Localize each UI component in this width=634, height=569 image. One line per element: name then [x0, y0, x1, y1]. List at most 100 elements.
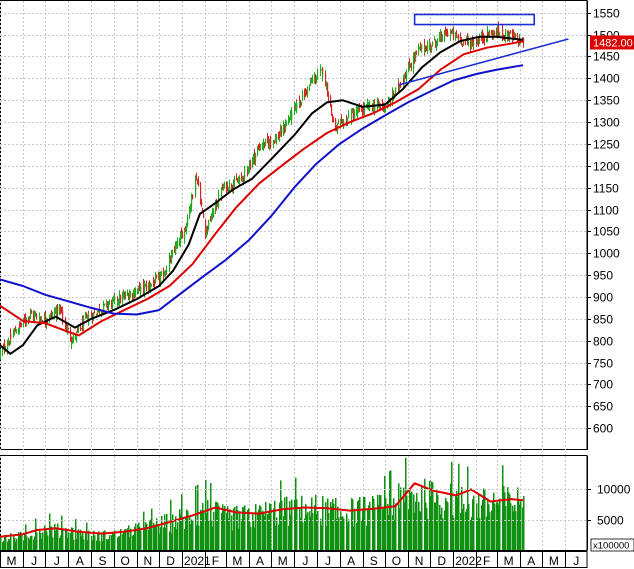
volume-bar [461, 489, 463, 550]
volume-bar [374, 526, 376, 550]
x-axis-month-label: 2022 [455, 554, 482, 568]
candle-body [279, 136, 281, 141]
candle-body [414, 55, 416, 59]
candle-body [283, 124, 285, 135]
candle-body [331, 111, 333, 115]
volume-bar [418, 501, 420, 550]
candle-body [444, 30, 446, 39]
candle-body [471, 42, 473, 48]
volume-bar [463, 503, 465, 550]
volume-bar [419, 510, 421, 550]
volume-bar [99, 541, 101, 550]
candle-body [156, 276, 158, 278]
candle-body [437, 39, 439, 43]
candle-body [54, 312, 56, 315]
candle-body [117, 302, 119, 305]
candle-body [374, 106, 376, 112]
candle-body [123, 294, 125, 298]
candle-body [232, 185, 234, 189]
candle-body [85, 315, 87, 318]
volume-bar [96, 540, 98, 550]
volume-bar [46, 531, 48, 550]
x-axis-month-label: A [347, 554, 355, 568]
consolidation-box [413, 13, 536, 26]
volume-bar [62, 536, 64, 550]
candle-body [181, 231, 183, 234]
volume-bar [408, 509, 410, 550]
volume-bar [384, 475, 386, 550]
candle-body [445, 31, 447, 33]
candle-body [51, 313, 53, 316]
candle-body [279, 135, 281, 137]
volume-bar [263, 512, 265, 550]
volume-bar [218, 505, 220, 550]
candle-body [59, 307, 61, 313]
volume-bar [392, 515, 394, 550]
candle-body [237, 181, 239, 183]
volume-bar [158, 524, 160, 550]
candle-body [107, 303, 109, 307]
volume-bar [353, 526, 355, 550]
volume-bar [144, 526, 146, 550]
volume-bar [275, 525, 277, 550]
candle-body [221, 188, 223, 196]
volume-bar [169, 531, 171, 550]
volume-bar [26, 536, 28, 550]
volume-bar [212, 526, 214, 550]
candle-body [400, 85, 402, 87]
x-axis-month-label: J [573, 554, 579, 568]
volume-bar [29, 539, 31, 550]
volume-bar [512, 505, 514, 550]
volume-bar [522, 507, 524, 550]
volume-bar [228, 518, 230, 550]
candle-body [169, 256, 171, 260]
candle-body [206, 230, 208, 236]
volume-bar [109, 535, 111, 550]
volume-bar [140, 535, 142, 550]
candle-body [286, 122, 288, 126]
volume-bar [434, 502, 436, 550]
candle-body [515, 34, 517, 36]
candle-body [135, 290, 137, 295]
candle-body [196, 177, 198, 180]
candle-body [101, 311, 103, 314]
volume-bar [253, 521, 255, 550]
candle-body [440, 34, 442, 38]
candle-body [238, 181, 240, 184]
candle-body [127, 294, 129, 296]
candle-body [398, 82, 400, 88]
volume-bar [352, 499, 354, 550]
candle-body [180, 235, 182, 244]
volume-bar [125, 528, 127, 550]
volume-bar [14, 537, 16, 550]
candle-body [290, 112, 292, 118]
volume-bar [327, 498, 329, 550]
volume-bar [143, 536, 145, 550]
candle-body [174, 250, 176, 252]
volume-bar [513, 514, 515, 550]
candle-body [316, 78, 318, 80]
volume-bar [222, 504, 224, 550]
candle-body [424, 47, 426, 53]
volume-bar [33, 539, 35, 550]
x-axis-month-label: A [256, 554, 264, 568]
volume-bar [348, 519, 350, 550]
candle-body [181, 233, 183, 235]
candle-body [413, 56, 415, 69]
candle-body [442, 38, 444, 41]
candle-body [357, 109, 359, 115]
candle-body [133, 291, 135, 296]
volume-bar [217, 503, 219, 550]
volume-bar [281, 500, 283, 550]
candle-body [26, 317, 28, 322]
volume-bar [483, 488, 485, 550]
volume-bar [73, 539, 75, 550]
volume-bar [343, 518, 345, 550]
volume-bar [366, 525, 368, 550]
volume-bar [0, 535, 2, 550]
volume-bar [338, 517, 340, 550]
volume-bar [507, 487, 509, 550]
candle-body [46, 321, 48, 324]
candle-body [55, 311, 57, 313]
candle-body [257, 148, 259, 155]
